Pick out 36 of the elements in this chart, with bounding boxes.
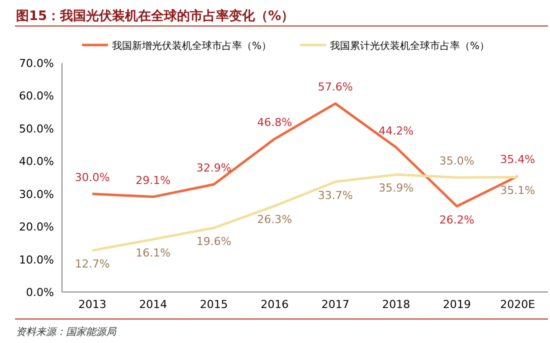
data-label: 35.9% xyxy=(378,182,414,195)
x-tick-label: 2017 xyxy=(321,298,350,311)
y-tick-label: 10.0% xyxy=(19,253,54,266)
x-tick-label: 2018 xyxy=(382,298,410,311)
data-label: 26.3% xyxy=(257,212,292,226)
data-label: 32.9% xyxy=(196,161,232,174)
data-label: 46.8% xyxy=(257,116,292,129)
data-label: 30.0% xyxy=(74,170,110,184)
y-tick-label: 70.0% xyxy=(19,57,54,70)
data-label: 12.7% xyxy=(74,257,110,270)
data-label: 29.1% xyxy=(136,174,171,187)
y-tick-label: 30.0% xyxy=(19,188,54,201)
y-tick-label: 60.0% xyxy=(19,90,54,103)
legend-label: 我国累计光伏装机全球市占率（%） xyxy=(330,40,490,52)
data-label: 35.0% xyxy=(439,154,474,168)
x-tick-label: 2013 xyxy=(78,298,106,311)
y-tick-label: 0.0% xyxy=(26,286,54,299)
data-label: 33.7% xyxy=(318,188,353,202)
x-tick-label: 2015 xyxy=(200,298,228,311)
x-tick-label: 2014 xyxy=(139,298,168,311)
data-label: 35.4% xyxy=(500,153,536,166)
y-tick-label: 20.0% xyxy=(19,220,54,234)
x-tick-label: 2016 xyxy=(260,298,289,311)
y-tick-label: 40.0% xyxy=(19,155,54,168)
text: 资料来源：国家能源局 xyxy=(16,326,117,338)
x-tick-label: 2020E xyxy=(500,298,536,311)
data-label: 35.1% xyxy=(500,184,536,198)
x-tick-label: 2019 xyxy=(442,298,471,311)
data-label: 57.6% xyxy=(318,80,353,94)
y-tick-label: 50.0% xyxy=(19,122,54,136)
data-label: 19.6% xyxy=(196,234,232,248)
data-label: 26.2% xyxy=(439,213,474,226)
chart-title: 图15：我国光伏装机在全球的市占率变化（%） xyxy=(16,8,294,24)
legend-label: 我国新增光伏装机全球市占率（%） xyxy=(112,40,272,52)
data-label: 16.1% xyxy=(136,246,171,260)
data-label: 44.2% xyxy=(378,124,414,138)
